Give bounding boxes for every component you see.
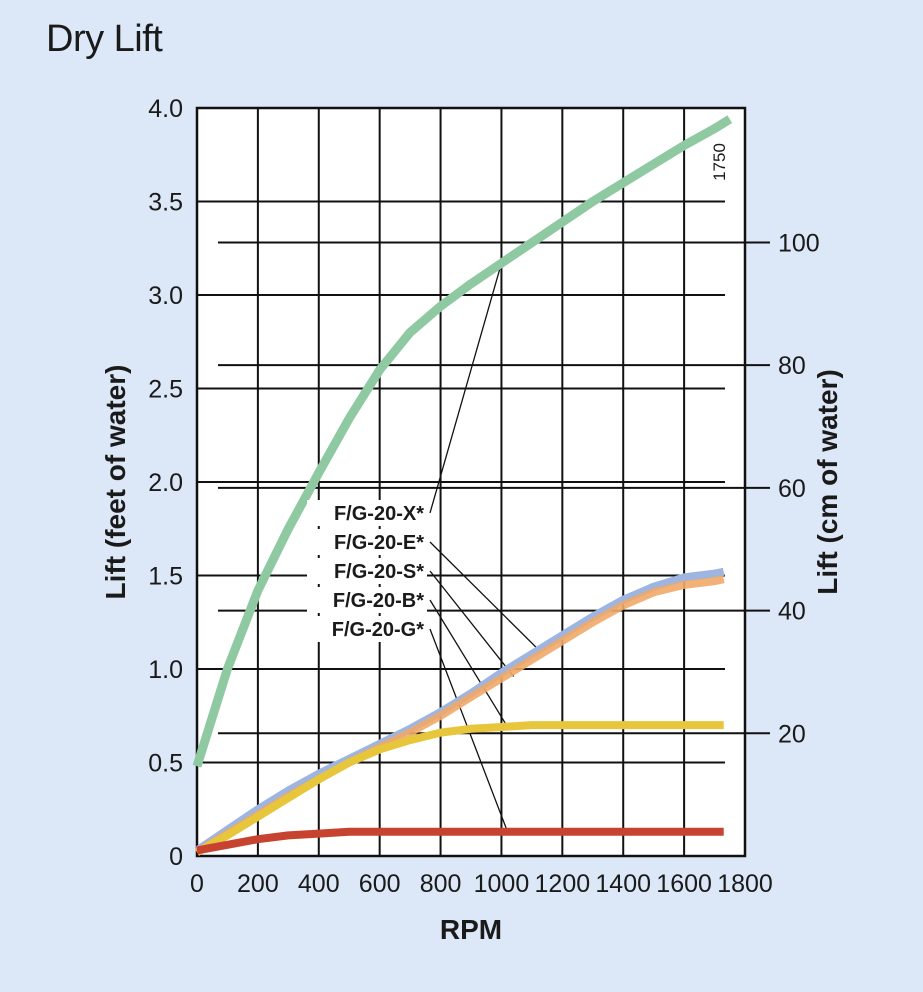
chart-title: Dry Lift bbox=[46, 18, 163, 60]
y-tick-label: 3.0 bbox=[148, 282, 183, 310]
series-label: F/G-20-X* bbox=[334, 503, 424, 525]
series-label: F/G-20-B* bbox=[333, 590, 424, 612]
leader-line bbox=[429, 570, 515, 677]
leader-line bbox=[429, 263, 503, 514]
series-line bbox=[192, 115, 733, 768]
x-tick-label: 1400 bbox=[595, 870, 651, 898]
series-label: F/G-20-E* bbox=[334, 532, 424, 554]
y-tick-label: 2.5 bbox=[148, 376, 183, 404]
x-tick-label: 400 bbox=[298, 870, 340, 898]
rpm-annotation: 1750 bbox=[710, 143, 729, 181]
y2-tick-label: 40 bbox=[778, 598, 806, 626]
x-tick-label: 1000 bbox=[474, 870, 530, 898]
series-label-bg bbox=[307, 500, 427, 526]
y2-tick-label: 60 bbox=[778, 475, 806, 503]
x-tick-label: 1200 bbox=[535, 870, 591, 898]
y2-axis-title: Lift (cm of water) bbox=[812, 369, 843, 595]
y-tick-label: 2.0 bbox=[148, 469, 183, 497]
series-label-bg bbox=[307, 587, 427, 613]
y-tick-label: 1.0 bbox=[148, 656, 183, 684]
series-label: F/G-20-G* bbox=[332, 619, 424, 641]
x-tick-label: 1600 bbox=[656, 870, 712, 898]
series-label-bg bbox=[307, 558, 427, 584]
y-tick-label: 4.0 bbox=[148, 95, 183, 123]
x-tick-label: 600 bbox=[359, 870, 401, 898]
y2-tick-label: 20 bbox=[778, 720, 806, 748]
x-tick-label: 200 bbox=[237, 870, 279, 898]
y-tick-label: 0 bbox=[169, 843, 183, 871]
series-line bbox=[195, 721, 724, 856]
x-tick-label: 0 bbox=[190, 870, 204, 898]
leader-line bbox=[429, 599, 509, 728]
x-axis-title: RPM bbox=[440, 914, 502, 945]
x-tick-label: 1800 bbox=[717, 870, 773, 898]
series-label-bg bbox=[307, 616, 427, 642]
y2-tick-label: 100 bbox=[778, 229, 820, 257]
x-tick-label: 800 bbox=[420, 870, 462, 898]
y-tick-label: 1.5 bbox=[148, 563, 183, 591]
series-label-bg bbox=[307, 529, 427, 555]
series-label: F/G-20-S* bbox=[334, 561, 424, 583]
y-axis-title: Lift (feet of water) bbox=[100, 365, 131, 600]
y2-tick-label: 80 bbox=[778, 352, 806, 380]
leader-line bbox=[429, 541, 542, 653]
y-tick-label: 3.5 bbox=[148, 189, 183, 217]
series-line bbox=[196, 827, 724, 855]
y-tick-label: 0.5 bbox=[148, 750, 183, 778]
plot-frame bbox=[195, 106, 747, 858]
